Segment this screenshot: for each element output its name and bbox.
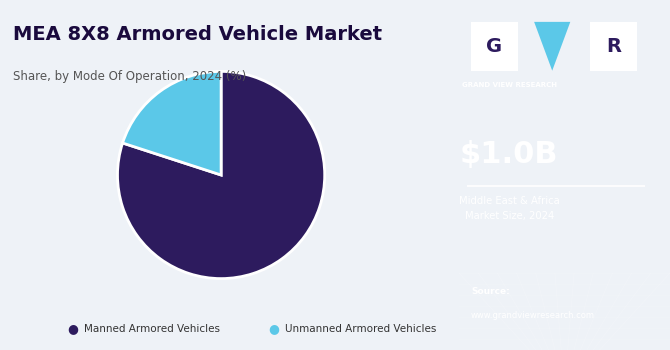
Text: Unmanned Armored Vehicles: Unmanned Armored Vehicles: [285, 324, 436, 334]
Text: MEA 8X8 Armored Vehicle Market: MEA 8X8 Armored Vehicle Market: [13, 25, 383, 43]
FancyBboxPatch shape: [590, 22, 637, 71]
Wedge shape: [123, 71, 221, 175]
Wedge shape: [117, 71, 325, 279]
Text: G: G: [486, 37, 502, 56]
Text: R: R: [606, 37, 621, 56]
FancyBboxPatch shape: [471, 22, 518, 71]
Text: $1.0B: $1.0B: [460, 140, 559, 169]
Text: Middle East & Africa
Market Size, 2024: Middle East & Africa Market Size, 2024: [459, 196, 559, 221]
Text: GRAND VIEW RESEARCH: GRAND VIEW RESEARCH: [462, 82, 557, 88]
Text: ●: ●: [67, 322, 78, 336]
Text: ●: ●: [268, 322, 279, 336]
Text: www.grandviewresearch.com: www.grandviewresearch.com: [471, 312, 595, 321]
Polygon shape: [534, 22, 570, 71]
Text: Source:: Source:: [471, 287, 510, 296]
Text: Manned Armored Vehicles: Manned Armored Vehicles: [84, 324, 220, 334]
Text: Share, by Mode Of Operation, 2024 (%): Share, by Mode Of Operation, 2024 (%): [13, 70, 247, 83]
